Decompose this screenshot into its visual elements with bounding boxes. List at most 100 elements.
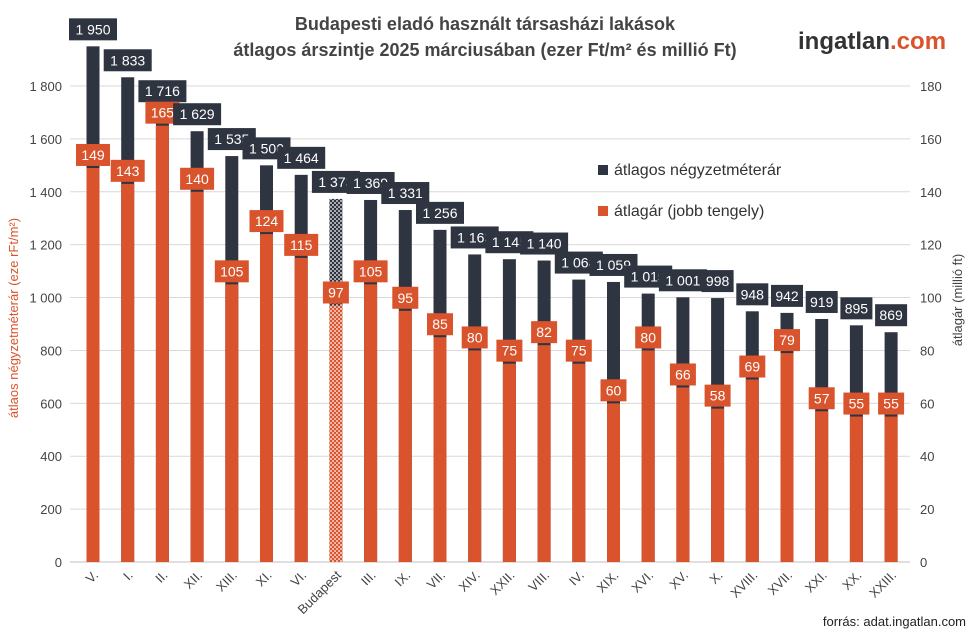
sqm-data-label: 1 145 (492, 234, 527, 250)
x-tick-label: VIII. (525, 568, 552, 595)
sqm-label-box (658, 269, 707, 292)
y-tick-label: 400 (40, 449, 62, 464)
y2-tick-label: 40 (920, 449, 934, 464)
x-tick-label: XXIII. (866, 568, 899, 601)
sqm-data-label: 1 068 (561, 255, 596, 271)
bar-avg-price (121, 183, 135, 562)
legend-swatch (598, 165, 608, 175)
bar-avg-price (260, 234, 273, 563)
bar-avg-price (468, 350, 482, 562)
avg-data-label: 140 (185, 171, 209, 187)
x-tick-label: X. (706, 568, 725, 587)
sqm-data-label: 1 373 (318, 174, 353, 190)
sqm-data-label: 1 833 (110, 52, 145, 68)
sqm-data-label: 1 950 (75, 21, 110, 37)
avg-label-box (145, 101, 180, 124)
y2-tick-label: 60 (920, 396, 934, 411)
sqm-label-box (805, 290, 838, 313)
x-tick-label: VI. (287, 568, 309, 590)
bar-avg-price (641, 350, 655, 562)
bar-avg-price (884, 416, 898, 562)
x-tick-label: XV. (666, 568, 691, 593)
avg-label-box (427, 313, 453, 336)
sqm-data-label: 1 059 (596, 257, 631, 273)
x-tick-label: XIII. (213, 568, 240, 595)
sqm-data-label: 948 (741, 286, 765, 302)
bar-avg-price (537, 345, 551, 562)
sqm-data-label: 869 (879, 307, 903, 323)
sqm-label-box (69, 18, 117, 41)
sqm-data-label: 895 (845, 300, 869, 316)
y-axis-label: átlaos négyzetméterár (eze rFt/m²) (6, 218, 21, 418)
bar-avg-price (433, 337, 447, 562)
sqm-label-box (875, 304, 908, 327)
sqm-data-label: 1 001 (665, 272, 700, 288)
x-tick-label: V. (83, 568, 101, 586)
sqm-label-box (701, 270, 734, 293)
x-tick-label: XXII. (487, 568, 518, 599)
x-tick-label: XX. (839, 568, 864, 593)
x-tick-label: XVII. (765, 568, 796, 599)
y-tick-label: 1 200 (29, 238, 62, 253)
bar-avg-price (398, 310, 412, 562)
sqm-data-label: 1 256 (422, 205, 457, 221)
avg-data-label: 79 (779, 332, 795, 348)
avg-data-label: 115 (290, 237, 313, 253)
avg-data-label: 82 (536, 324, 552, 340)
sqm-data-label: 1 369 (353, 175, 388, 191)
bar-avg-price (225, 284, 239, 562)
bar-avg-price (815, 411, 829, 562)
avg-data-label: 124 (255, 213, 279, 229)
bar-avg-price (780, 353, 794, 562)
bar-avg-price (711, 408, 725, 562)
y2-tick-label: 20 (920, 502, 934, 517)
y2-tick-label: 120 (920, 238, 942, 253)
y2-axis-label: átlagár (millió ft) (950, 254, 965, 346)
sqm-data-label: 942 (775, 288, 799, 304)
x-tick-label: XII. (181, 568, 205, 592)
avg-data-label: 80 (467, 329, 483, 345)
bar-avg-price (190, 191, 204, 562)
avg-data-label: 69 (745, 359, 761, 375)
bar-avg-price (364, 284, 378, 562)
avg-label-box (392, 286, 419, 309)
y2-tick-label: 0 (920, 555, 927, 570)
avg-label-box (284, 233, 319, 256)
sqm-data-label: 1 140 (527, 236, 562, 252)
sqm-label-box (840, 297, 873, 320)
avg-data-label: 97 (328, 284, 344, 300)
logo-suffix: .com (890, 28, 947, 55)
avg-data-label: 80 (640, 329, 656, 345)
avg-data-label: 165 (151, 105, 175, 121)
sqm-data-label: 1 500 (249, 140, 284, 156)
x-tick-label: IV. (566, 568, 587, 589)
avg-data-label: 57 (814, 390, 830, 406)
bar-avg-price (329, 305, 343, 562)
y2-tick-label: 100 (920, 291, 942, 306)
avg-data-label: 105 (220, 263, 244, 279)
avg-label-box (600, 379, 627, 402)
avg-label-box (249, 210, 284, 233)
avg-label-box (322, 281, 349, 304)
y-tick-label: 800 (40, 343, 62, 358)
x-tick-label: I. (120, 568, 136, 584)
avg-label-box (461, 326, 488, 349)
y2-tick-label: 80 (920, 343, 934, 358)
avg-data-label: 143 (116, 163, 140, 179)
logo: ingatlan.com (798, 28, 946, 56)
y-tick-label: 1 000 (29, 291, 62, 306)
bar-avg-price (745, 379, 759, 562)
sqm-label-box (138, 80, 187, 103)
avg-data-label: 58 (710, 388, 726, 404)
sqm-data-label: 1 535 (214, 131, 249, 147)
x-tick-label: III. (358, 568, 379, 589)
x-tick-label: XIV. (456, 568, 483, 595)
chart-subtitle: átlagos árszintje 2025 márciusában (ezer… (233, 40, 737, 60)
avg-data-label: 55 (849, 396, 865, 412)
sqm-data-label: 919 (810, 294, 834, 310)
legend-label: átlagár (jobb tengely) (614, 203, 764, 220)
x-tick-label: XVI. (628, 568, 656, 596)
source-note: forrás: adat.ingatlan.com (822, 614, 966, 629)
bar-avg-price (294, 257, 308, 562)
avg-data-label: 149 (81, 147, 105, 163)
